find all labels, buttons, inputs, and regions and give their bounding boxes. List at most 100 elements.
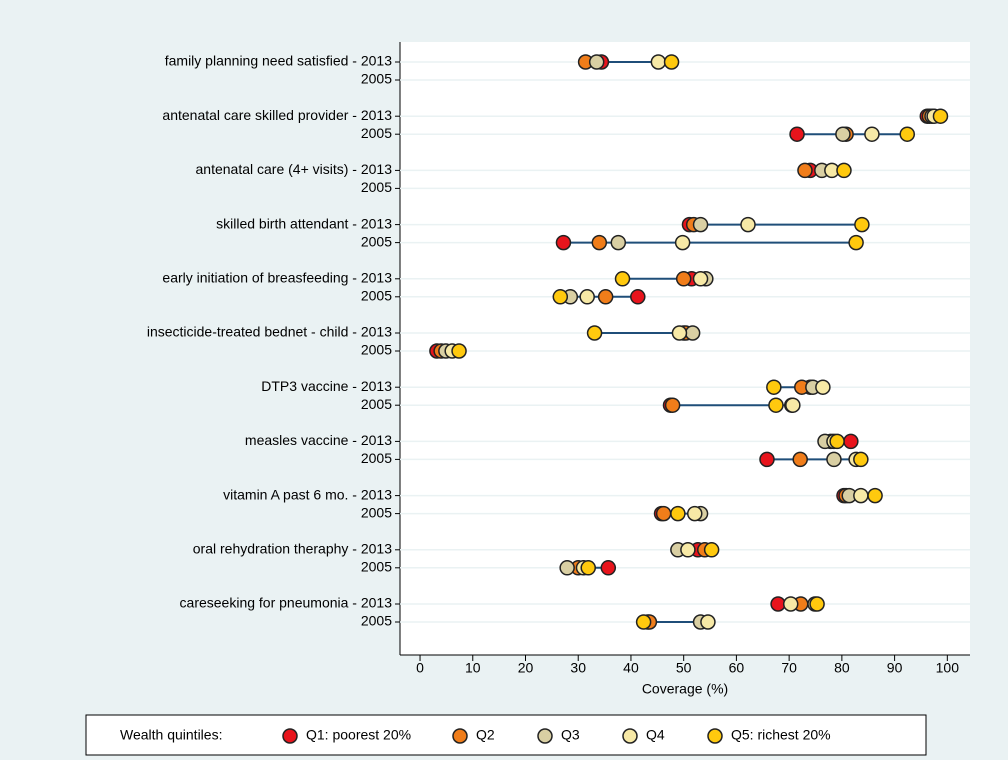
- dot: [597, 289, 614, 305]
- dot: [700, 614, 716, 630]
- dot: [789, 126, 805, 142]
- legend-marker: [537, 728, 553, 744]
- dot: [848, 234, 864, 251]
- y-tick-label: measles vaccine - 2013: [245, 432, 392, 448]
- dot: [664, 397, 681, 413]
- y-tick-label: antenatal care (4+ visits) - 2013: [196, 161, 393, 177]
- x-tick-label: 50: [676, 660, 692, 676]
- legend-label: Q4: [646, 727, 665, 743]
- dot: [680, 542, 696, 558]
- dot: [867, 487, 883, 504]
- dot: [835, 126, 851, 142]
- x-tick-label: 80: [834, 660, 850, 676]
- dot: [829, 433, 845, 450]
- x-tick-label: 70: [781, 660, 797, 676]
- dot: [740, 216, 756, 233]
- y-tick-label: early initiation of breasfeeding - 2013: [162, 270, 392, 286]
- dot: [579, 289, 595, 305]
- dot: [797, 162, 813, 179]
- dot: [768, 397, 784, 413]
- legend-title: Wealth quintiles:: [120, 727, 222, 743]
- dot: [614, 271, 631, 287]
- dot: [588, 54, 605, 70]
- y-tick-label: 2005: [361, 559, 392, 575]
- x-tick-label: 0: [416, 660, 424, 676]
- legend-label: Q3: [561, 727, 580, 743]
- dot: [692, 271, 709, 287]
- dot: [610, 234, 627, 251]
- y-tick-label: 2005: [361, 288, 392, 304]
- y-tick-label: 2005: [361, 342, 392, 358]
- y-tick-label: 2005: [361, 125, 392, 141]
- dot: [792, 451, 808, 468]
- dot: [815, 379, 831, 395]
- dot: [809, 596, 825, 612]
- dot: [854, 216, 870, 233]
- y-tick-label: 2005: [361, 233, 392, 249]
- dot: [675, 271, 692, 287]
- x-tick-label: 40: [623, 660, 639, 676]
- dot: [759, 451, 775, 468]
- x-tick-label: 90: [887, 660, 903, 676]
- y-tick-label: DTP3 vaccine - 2013: [261, 378, 392, 394]
- dot: [451, 343, 467, 359]
- dot: [899, 126, 916, 142]
- dot: [555, 234, 572, 251]
- x-tick-label: 60: [729, 660, 745, 676]
- y-tick-label: vitamin A past 6 mo. - 2013: [223, 486, 392, 502]
- dot: [770, 596, 786, 612]
- x-tick-label: 20: [518, 660, 534, 676]
- dot: [843, 433, 859, 450]
- y-tick-label: 2005: [361, 71, 392, 87]
- dot: [650, 54, 667, 70]
- dot: [687, 505, 703, 522]
- y-tick-label: 2005: [361, 396, 392, 412]
- dot: [826, 451, 842, 468]
- legend-marker: [282, 728, 298, 744]
- dot: [853, 451, 869, 468]
- y-tick-label: 2005: [361, 450, 392, 466]
- dot: [684, 325, 701, 341]
- dot: [580, 560, 596, 576]
- dot: [663, 54, 680, 70]
- y-tick-label: 2005: [361, 179, 392, 195]
- y-tick-label: 2005: [361, 613, 392, 629]
- dot: [674, 234, 691, 251]
- dot: [785, 397, 801, 413]
- y-tick-label: skilled birth attendant - 2013: [216, 215, 392, 231]
- y-tick-label: oral rehydration theraphy - 2013: [193, 541, 392, 557]
- dot: [864, 126, 880, 142]
- legend-marker: [452, 728, 468, 744]
- dot: [782, 596, 799, 612]
- legend-label: Q5: richest 20%: [731, 727, 831, 743]
- dot: [635, 614, 652, 630]
- x-tick-label: 10: [465, 660, 481, 676]
- dot: [703, 542, 720, 558]
- legend-marker: [622, 728, 638, 744]
- dot: [671, 325, 688, 341]
- dot: [655, 505, 672, 522]
- x-axis-label: Coverage (%): [642, 681, 728, 697]
- dot: [630, 289, 646, 305]
- dot: [552, 289, 569, 305]
- y-tick-label: 2005: [361, 504, 392, 520]
- legend-label: Q1: poorest 20%: [306, 727, 411, 743]
- dot: [853, 487, 869, 504]
- dot: [586, 325, 603, 341]
- dot: [591, 234, 608, 251]
- dot: [600, 560, 617, 576]
- dot: [670, 505, 686, 522]
- dot: [766, 379, 782, 395]
- dot: [692, 216, 709, 233]
- x-tick-label: 30: [570, 660, 586, 676]
- dot: [559, 560, 575, 576]
- legend: [85, 714, 927, 756]
- x-tick-label: 100: [936, 660, 960, 676]
- y-tick-label: family planning need satisfied - 2013: [165, 53, 392, 69]
- y-tick-label: careseeking for pneumonia - 2013: [180, 595, 393, 611]
- legend-label: Q2: [476, 727, 495, 743]
- y-tick-label: insecticide-treated bednet - child - 201…: [147, 324, 392, 340]
- y-tick-label: antenatal care skilled provider - 2013: [162, 107, 392, 123]
